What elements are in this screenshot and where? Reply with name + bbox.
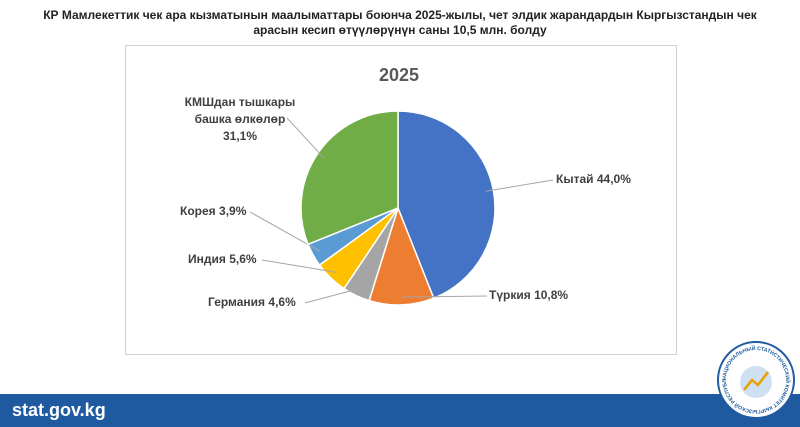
data-label: КМШдан тышкары башка өлкөлөр 31,1%: [175, 94, 305, 145]
pie-slice: [300, 110, 399, 246]
label-category: КМШдан тышкары башка өлкөлөр: [184, 95, 296, 126]
logo-arrow: [743, 371, 769, 391]
label-category: Түркия: [489, 288, 531, 302]
chart-title: 2025: [379, 65, 419, 85]
label-value: 3,9%: [219, 204, 247, 218]
label-category: Кытай: [556, 172, 594, 186]
label-category: Индия: [188, 252, 226, 266]
data-label: Түркия 10,8%: [489, 287, 568, 304]
leader-line: [401, 295, 488, 298]
page-title: КР Мамлекеттик чек ара кызматынын маалым…: [43, 8, 757, 37]
label-value: 31,1%: [222, 129, 258, 143]
label-value: 5,6%: [229, 252, 257, 266]
label-value: 10,8%: [534, 288, 569, 302]
pie-slice: [368, 205, 435, 306]
label-value: 4,6%: [268, 295, 296, 309]
data-label: Германия 4,6%: [208, 294, 296, 311]
site-link[interactable]: stat.gov.kg: [12, 400, 106, 420]
logo: НАЦИОНАЛЬНЫЙ СТАТИСТИЧЕСКИЙ КОМИТЕТ КЫРГ…: [716, 340, 795, 419]
leader-line: [485, 179, 554, 192]
label-category: Германия: [208, 295, 266, 309]
footer: stat.gov.kg: [0, 394, 800, 427]
chart: 2025: [249, 65, 554, 306]
chart-frame: [125, 45, 677, 355]
data-label: Корея 3,9%: [180, 203, 246, 220]
leader-line: [304, 288, 360, 304]
data-label: Кытай 44,0%: [556, 171, 631, 188]
label-value: 44,0%: [596, 172, 631, 186]
label-category: Корея: [180, 204, 216, 218]
leader-line: [261, 259, 337, 273]
data-label: Индия 5,6%: [188, 251, 257, 268]
leader-line: [286, 117, 325, 159]
